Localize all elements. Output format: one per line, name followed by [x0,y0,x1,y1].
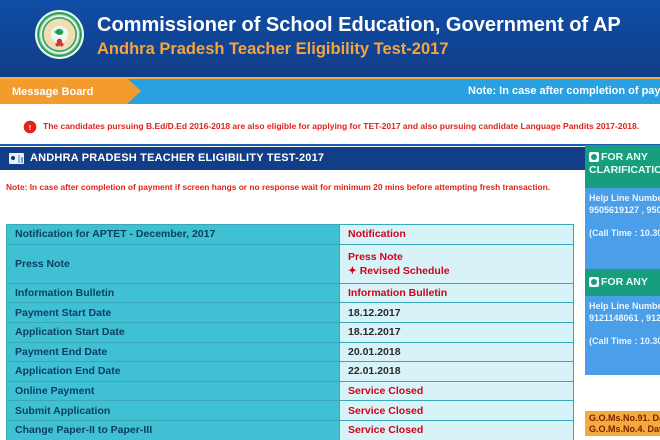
svg-text:!: ! [29,123,32,132]
